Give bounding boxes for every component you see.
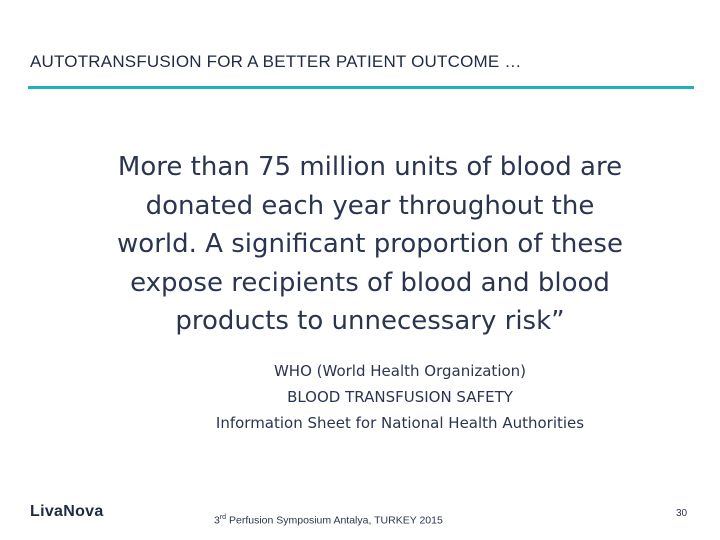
quote-line-2: donated each year throughout the: [145, 190, 595, 221]
quote-line-5: products to unnecessary risk”: [175, 306, 565, 336]
quote-line-4: expose recipients of blood and blood: [130, 267, 610, 298]
source-line-3: Information Sheet for National Health Au…: [215, 414, 585, 432]
title-divider: [28, 86, 694, 89]
source-citation: WHO (World Health Organization) BLOOD TR…: [140, 358, 660, 436]
quote-line-1: More than 75 million units of blood are: [117, 152, 623, 182]
event-ordinal-suffix: rd: [219, 514, 227, 521]
footer-event-text: 3rd Perfusion Symposium Antalya, TURKEY …: [214, 514, 443, 527]
quote-block: More than 75 million units of blood are …: [40, 148, 700, 341]
page-number: 30: [676, 508, 688, 519]
quote-line-3: world. A significant proportion of these: [117, 229, 623, 259]
source-line-1: WHO (World Health Organization): [273, 362, 527, 380]
event-ordinal: 3: [214, 514, 220, 527]
livanova-logo: LivaNova: [30, 503, 104, 520]
source-line-2: BLOOD TRANSFUSION SAFETY: [287, 388, 513, 406]
slide-title: AUTOTRANSFUSION FOR A BETTER PATIENT OUT…: [30, 52, 522, 71]
event-description: Perfusion Symposium Antalya, TURKEY 2015: [229, 514, 443, 527]
